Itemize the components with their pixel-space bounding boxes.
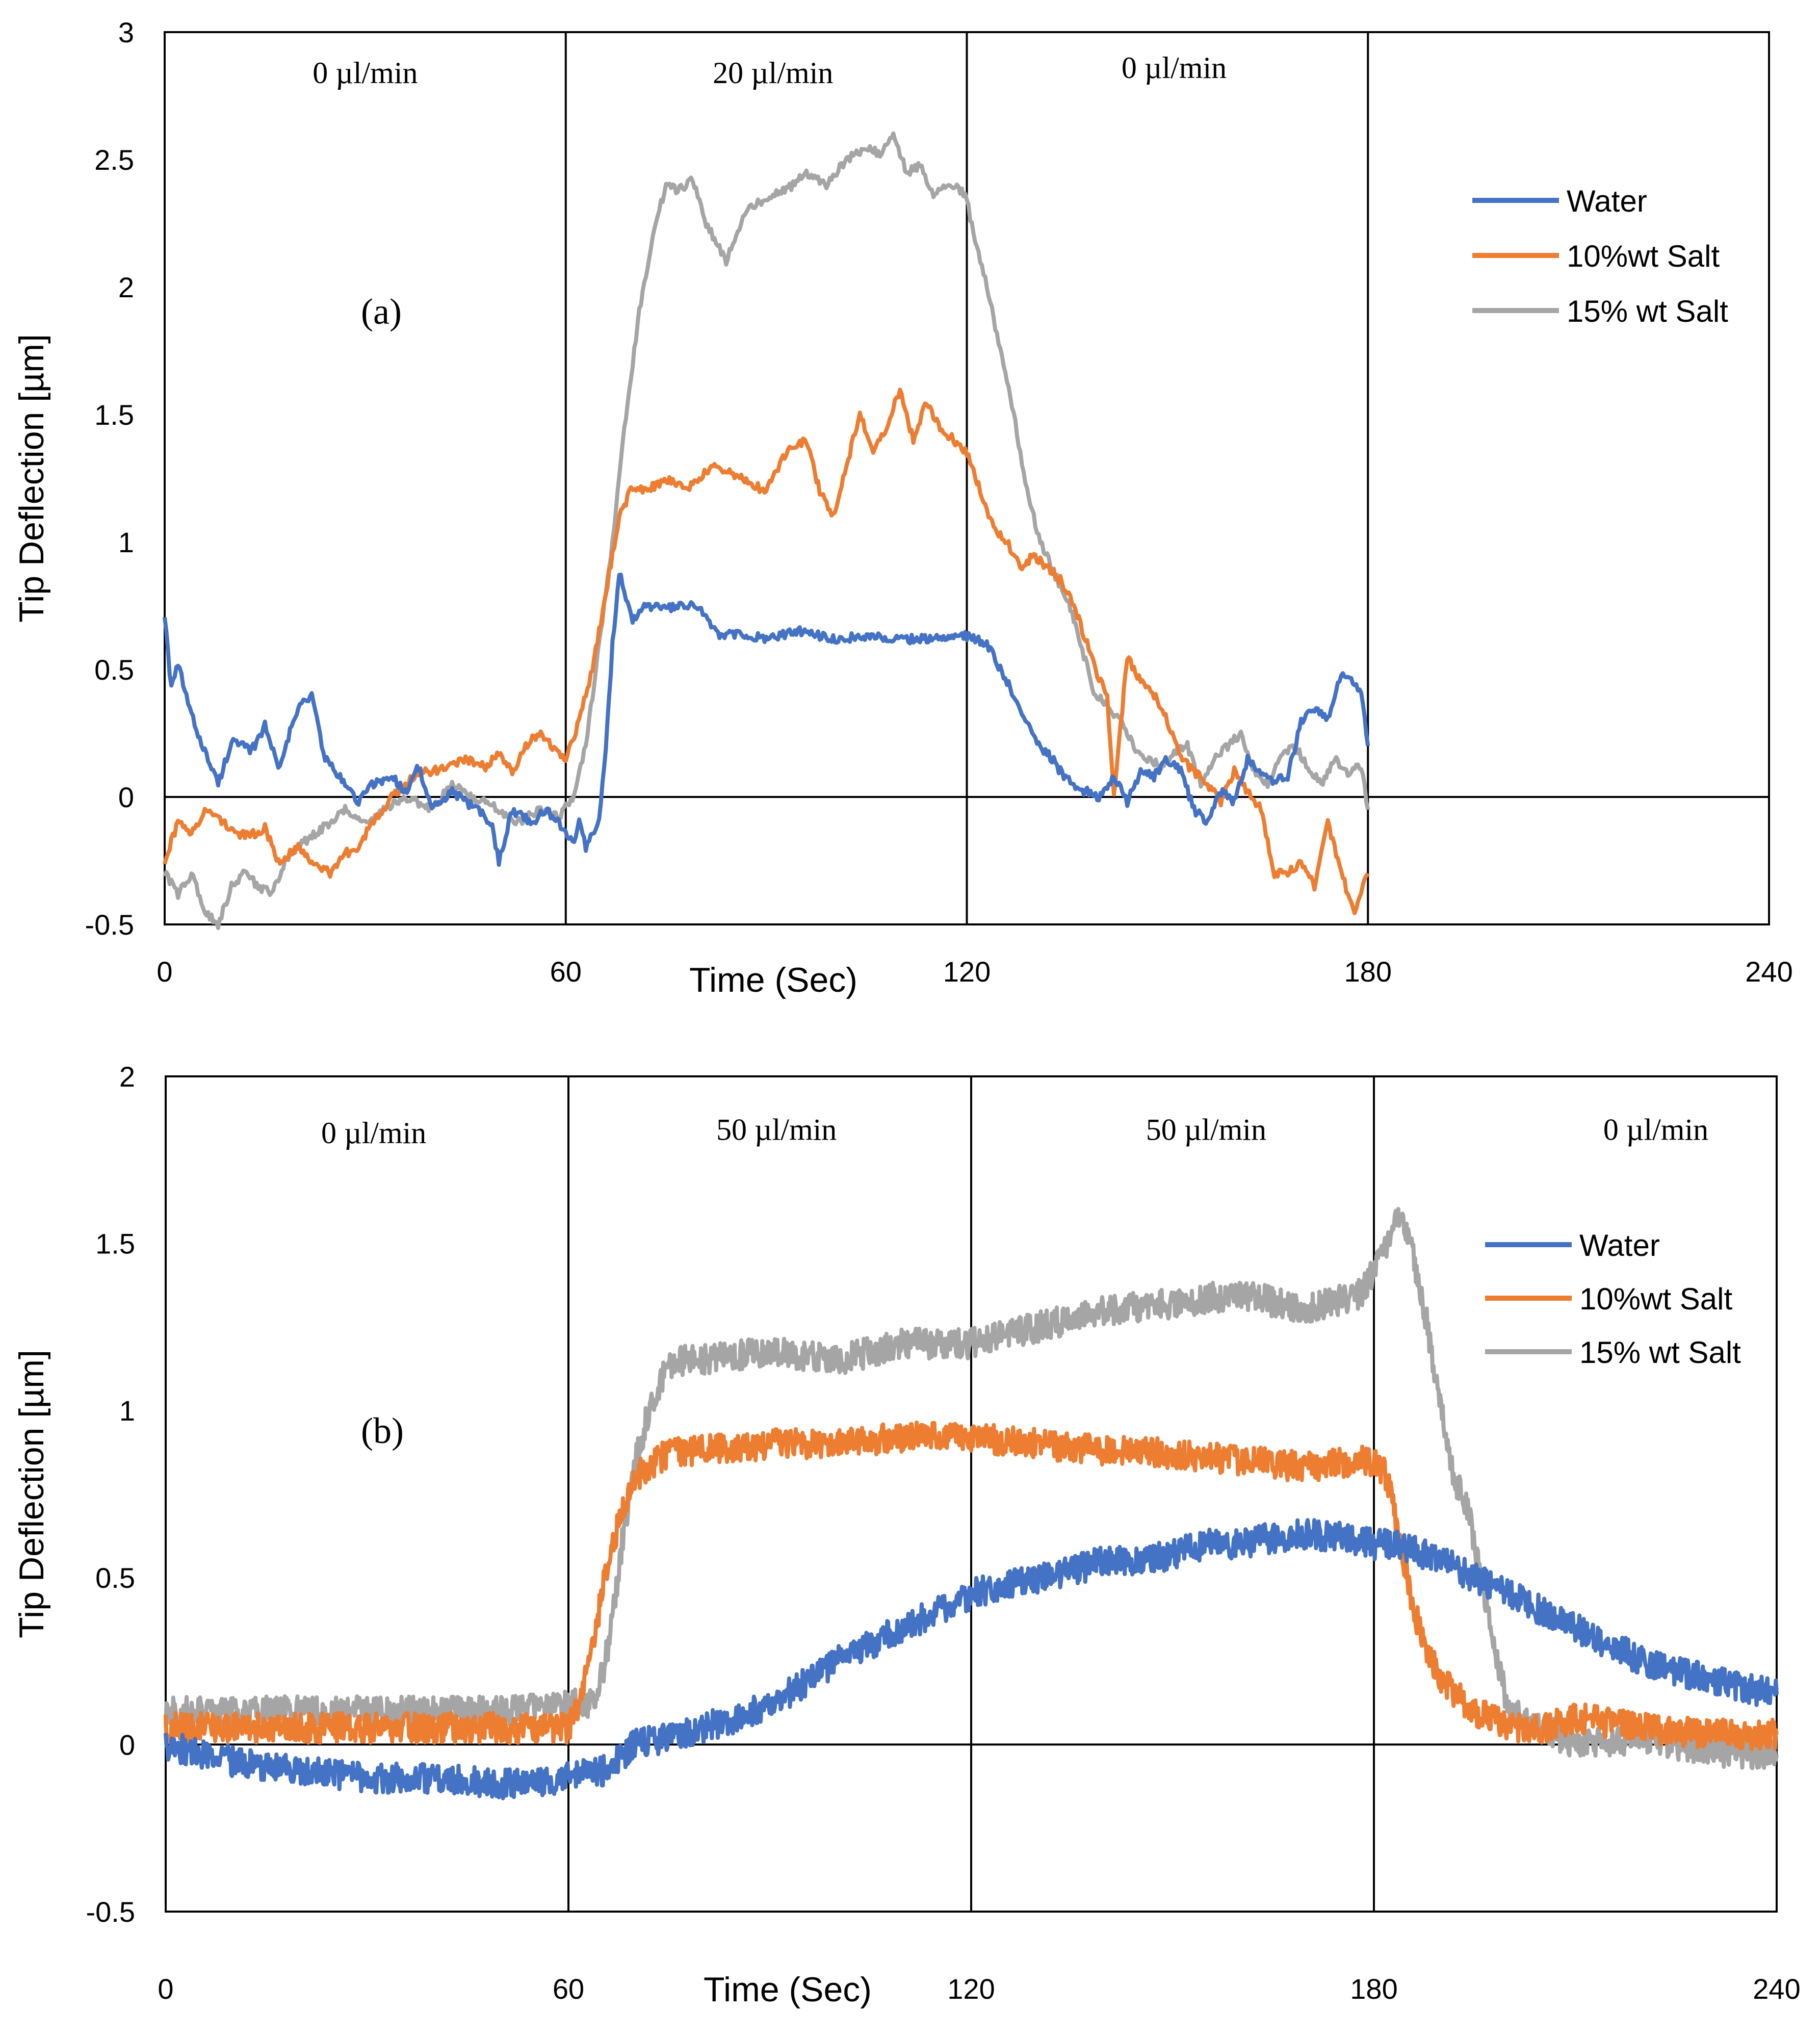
y-tick-label: -0.5 xyxy=(85,909,135,941)
series-line-water xyxy=(164,1518,1779,1800)
y-tick-label: 0.5 xyxy=(95,1562,135,1594)
x-tick-label: 120 xyxy=(943,956,991,988)
y-tick-label: 2 xyxy=(119,1061,135,1093)
flow-rate-annotation: 0 µl/min xyxy=(321,1116,426,1150)
panel-label: (b) xyxy=(361,1410,404,1451)
y-tick-label: 2 xyxy=(118,271,134,303)
x-tick-label: 180 xyxy=(1350,1973,1397,2005)
panel-label: (a) xyxy=(361,291,402,332)
x-tick-label: 60 xyxy=(553,1973,584,2005)
y-axis-title: Tip Deflection [µm] xyxy=(12,334,51,623)
y-tick-label: 3 xyxy=(118,16,134,48)
y-tick-label: -0.5 xyxy=(86,1896,136,1928)
y-tick-label: 0 xyxy=(118,781,134,813)
y-tick-label: 1.5 xyxy=(94,399,134,431)
y-tick-label: 1 xyxy=(118,526,134,558)
series-line-water xyxy=(163,573,1370,867)
y-tick-label: 0.5 xyxy=(94,654,134,686)
x-tick-label: 120 xyxy=(947,1973,995,2005)
x-tick-label: 240 xyxy=(1753,1973,1800,2005)
flow-rate-annotation: 0 µl/min xyxy=(1603,1113,1708,1146)
flow-rate-annotation: 50 µl/min xyxy=(1146,1113,1266,1146)
flow-rate-annotation: 0 µl/min xyxy=(313,56,418,90)
series-line-10-wt-salt xyxy=(164,1420,1779,1751)
series-line-10-wt-salt xyxy=(163,388,1370,915)
legend-label: 10%wt Salt xyxy=(1579,1282,1732,1316)
y-tick-label: 2.5 xyxy=(94,144,134,176)
x-tick-label: 0 xyxy=(158,1973,173,2005)
chart-panel-b: 0 60 120 180 240 -0.5 0 0.5 1 1.5 2 0 µl/min 50 µl… xyxy=(12,1061,1801,2009)
x-tick-label: 240 xyxy=(1745,956,1792,988)
flow-rate-annotation: 0 µl/min xyxy=(1122,51,1227,85)
x-tick-label: 60 xyxy=(550,956,582,988)
legend-label: Water xyxy=(1567,184,1647,218)
flow-rate-annotation: 20 µl/min xyxy=(713,56,833,90)
y-tick-label: 0 xyxy=(119,1729,135,1761)
legend-label: Water xyxy=(1579,1228,1660,1262)
y-tick-label: 1 xyxy=(119,1395,135,1427)
chart-panel-a: 0 60 120 180 240 -0.5 0 0.5 1 1.5 2 2.5 3 0 µl/min 2… xyxy=(12,16,1793,999)
legend-label: 15% wt Salt xyxy=(1567,294,1728,328)
x-tick-label: 0 xyxy=(157,956,172,988)
legend-label: 15% wt Salt xyxy=(1579,1335,1741,1370)
x-axis-title: Time (Sec) xyxy=(689,961,857,999)
x-tick-label: 180 xyxy=(1344,956,1392,988)
y-axis-title: Tip Deflection [µm] xyxy=(12,1350,51,1638)
flow-rate-annotation: 50 µl/min xyxy=(716,1113,837,1146)
y-tick-label: 1.5 xyxy=(95,1228,135,1260)
legend-label: 10%wt Salt xyxy=(1567,239,1720,273)
x-axis-title: Time (Sec) xyxy=(704,1970,872,2009)
